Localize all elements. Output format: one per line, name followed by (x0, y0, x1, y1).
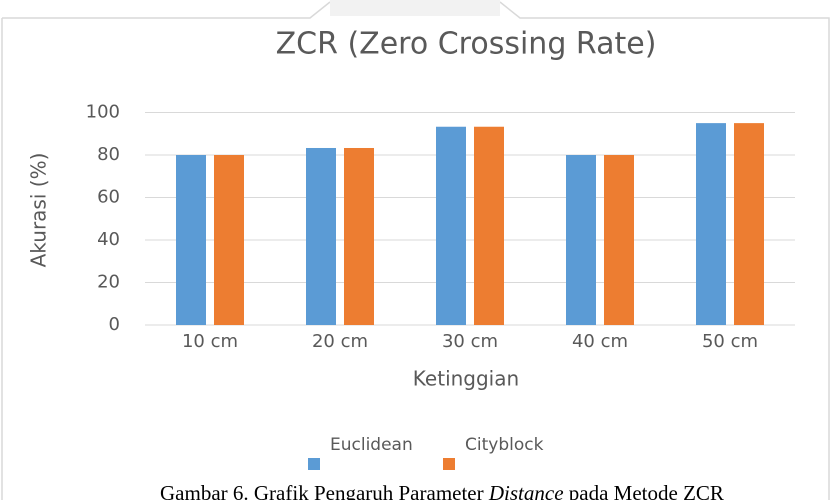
bar (176, 155, 206, 325)
caption-text: pada Metode ZCR (564, 481, 724, 500)
y-tick-label: 20 (97, 272, 120, 293)
chart-title: ZCR (Zero Crossing Rate) (276, 27, 657, 62)
x-axis-label: Ketinggian (413, 367, 519, 391)
bar (474, 126, 504, 325)
x-tick-label: 40 cm (572, 331, 628, 352)
bar (566, 155, 596, 325)
x-tick-label: 20 cm (312, 331, 368, 352)
y-tick-label: 40 (97, 229, 120, 250)
bar (344, 147, 374, 325)
x-tick-label: 30 cm (442, 331, 498, 352)
legend-label: Euclidean (330, 435, 413, 455)
y-tick-label: 80 (97, 144, 120, 165)
y-tick-label: 100 (86, 102, 120, 123)
y-tick-label: 0 (109, 314, 120, 335)
caption-text: Gambar 6. Grafik Pengaruh Parameter (160, 481, 489, 500)
bar (214, 155, 244, 325)
bar (436, 126, 466, 325)
legend-swatch (308, 458, 320, 470)
bar (696, 123, 726, 325)
y-tick-label: 60 (97, 187, 120, 208)
bar (306, 147, 336, 325)
caption-italic: Distance (488, 481, 564, 500)
legend-label: Cityblock (465, 435, 544, 455)
caption: Gambar 6. Grafik Pengaruh Parameter Dist… (160, 481, 724, 500)
legend-swatch (443, 458, 455, 470)
bar (734, 123, 764, 325)
y-axis-label: Akurasi (%) (27, 153, 51, 268)
tab (330, 0, 500, 16)
bar (604, 155, 634, 325)
x-tick-label: 10 cm (182, 331, 238, 352)
x-tick-label: 50 cm (702, 331, 758, 352)
